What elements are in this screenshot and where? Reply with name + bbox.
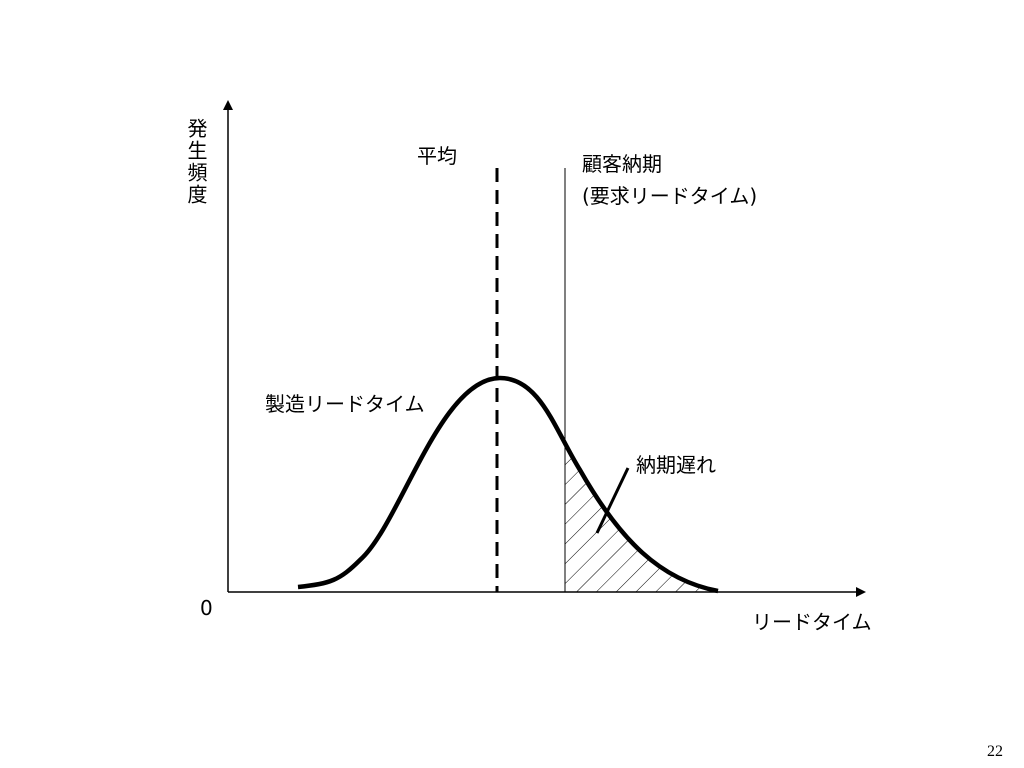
mean-label: 平均	[417, 144, 457, 168]
due-date-sublabel: (要求リードタイム)	[582, 184, 758, 208]
x-arrow	[856, 587, 866, 597]
x-axis-label: リードタイム	[752, 610, 872, 634]
y-arrow	[223, 100, 233, 110]
due-date-label: 顧客納期	[582, 152, 662, 176]
curve-label: 製造リードタイム	[265, 392, 425, 416]
leader-line	[595, 467, 630, 534]
late-label: 納期遅れ	[636, 453, 716, 477]
distribution-curve	[297, 375, 719, 594]
origin-label: 0	[200, 596, 213, 620]
y-axis-label: 発生頻度	[184, 118, 208, 206]
late-area	[565, 443, 718, 592]
page-number: 22	[987, 743, 1003, 760]
